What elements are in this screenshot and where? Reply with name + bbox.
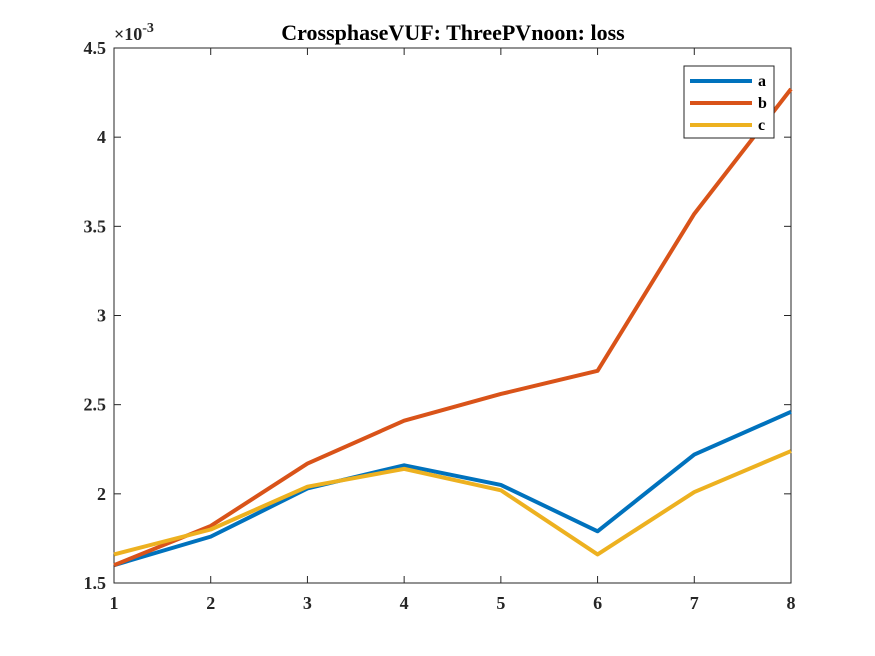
y-multiplier-label: ×10-3 <box>114 21 154 44</box>
x-tick-label: 2 <box>206 593 215 613</box>
axes: 1 2 3 4 5 6 7 8 1.5 2 2.5 3 3.5 4 4.5 ×10-3 <box>84 21 796 613</box>
series-line-a <box>113 409 792 568</box>
y-tick-label: 2 <box>97 484 106 504</box>
y-tick-label: 4 <box>97 127 106 147</box>
y-tick-label: 4.5 <box>84 38 107 58</box>
y-tick-label: 2.5 <box>84 395 107 415</box>
y-tick-label: 1.5 <box>84 573 107 593</box>
chart-title: CrossphaseVUF: ThreePVnoon: loss <box>281 20 625 45</box>
x-tick-label: 6 <box>593 593 602 613</box>
plot-area-box <box>113 47 792 584</box>
y-tick-label: 3 <box>97 306 106 326</box>
series-lines <box>113 87 793 568</box>
series-line-b <box>113 87 793 568</box>
x-tick-label: 1 <box>110 593 119 613</box>
y-tick-label: 3.5 <box>84 216 107 236</box>
x-tick-label: 7 <box>690 593 699 613</box>
series-line-c <box>113 449 792 557</box>
x-tick-label: 8 <box>787 593 796 613</box>
x-tick-label: 5 <box>496 593 505 613</box>
legend-label-c: c <box>758 117 765 134</box>
x-tick-label: 3 <box>303 593 312 613</box>
legend-label-b: b <box>758 95 767 112</box>
legend-label-a: a <box>758 73 766 90</box>
legend: abc <box>683 65 775 139</box>
x-tick-label: 4 <box>400 593 409 613</box>
